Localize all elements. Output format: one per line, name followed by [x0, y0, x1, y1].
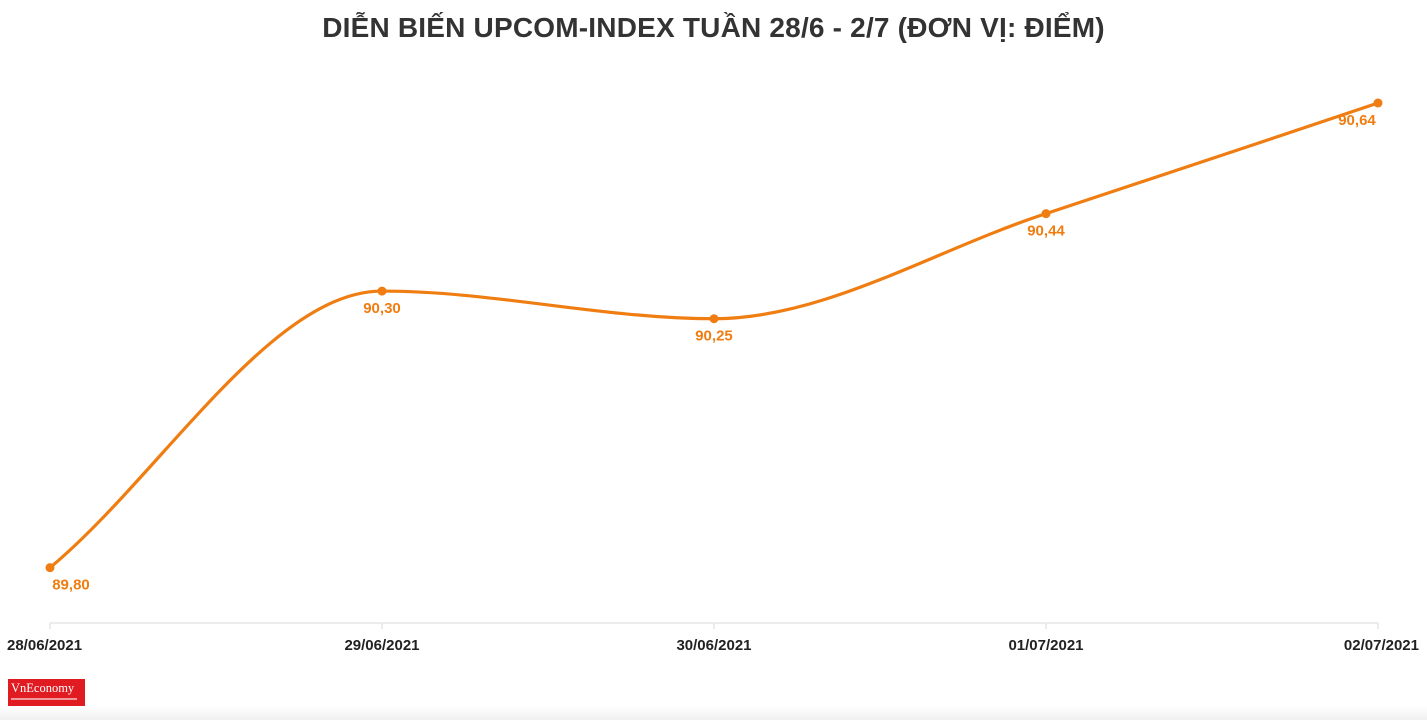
data-point	[45, 563, 55, 573]
vneconomy-logo: VnEconomy	[8, 679, 85, 706]
data-points	[45, 98, 1383, 573]
data-point	[1041, 209, 1051, 219]
x-tick-label: 29/06/2021	[344, 637, 419, 654]
data-label: 90,30	[363, 300, 401, 317]
data-label: 90,64	[1338, 112, 1376, 129]
series-line	[48, 101, 1380, 570]
data-label: 90,25	[695, 328, 733, 345]
chart-title: DIỄN BIẾN UPCOM-INDEX TUẦN 28/6 - 2/7 (Đ…	[322, 12, 1105, 43]
x-axis-tick-labels: 28/06/2021 29/06/2021 30/06/2021 01/07/2021…	[7, 637, 1419, 654]
x-tick-label: 30/06/2021	[676, 637, 751, 654]
x-axis-ticks	[49, 623, 1379, 629]
bottom-fade	[0, 706, 1427, 720]
x-tick-label: 02/07/2021	[1344, 637, 1419, 654]
data-point	[709, 314, 719, 324]
logo-underline	[11, 698, 77, 700]
logo-text: VnEconomy	[11, 681, 75, 695]
data-point	[1373, 98, 1383, 108]
data-point	[377, 286, 387, 296]
data-label: 90,44	[1027, 223, 1065, 240]
x-tick-label: 01/07/2021	[1008, 637, 1083, 654]
x-tick-label: 28/06/2021	[7, 637, 82, 654]
data-label: 89,80	[52, 577, 90, 594]
data-labels: 89,80 90,30 90,25 90,44 90,64	[52, 112, 1376, 594]
